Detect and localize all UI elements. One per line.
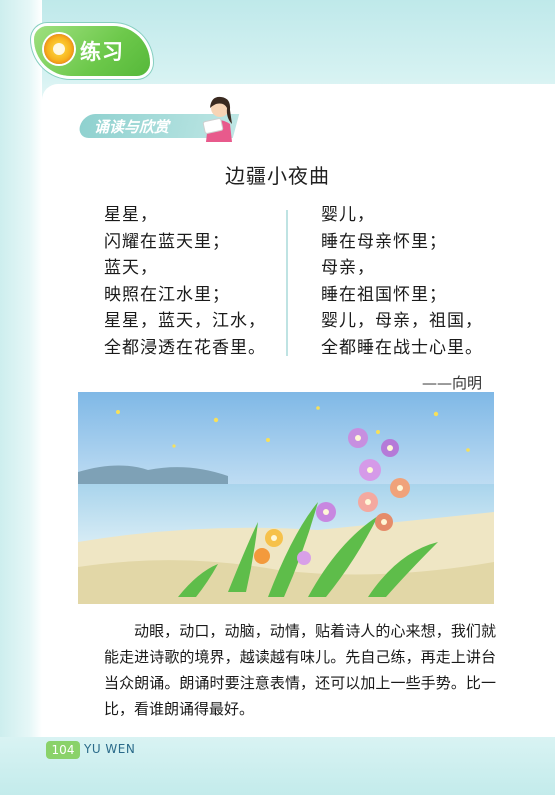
flower-icon [44,34,74,64]
poem-line: 星星， [104,205,158,225]
poem-stanza-left: 星星， 闪耀在蓝天里； 蓝天， 映照在江水里； 星星，蓝天，江水， 全都浸透在花… [104,202,266,361]
poem-line: 睡在母亲怀里； [321,231,447,252]
poem-line: 闪耀在蓝天里； [104,231,230,252]
poem-title: 边疆小夜曲 [225,164,330,188]
page-number: 104 [46,741,80,759]
poem-line: 全都浸透在花香里。 [104,337,266,358]
exercise-title: 练习 [80,40,124,64]
poem-line: 婴儿， [321,205,375,225]
page-footer-band [0,737,555,795]
reading-girl-icon [202,96,232,142]
reading-instructions: 动眼，动口，动脑，动情，贴着诗人的心来想，我们就能走进诗歌的境界，越读越有味儿。… [104,622,496,718]
poem-line: 母亲， [321,258,375,278]
page-background-left [0,0,42,760]
poem-line: 全都睡在战士心里。 [321,337,483,358]
poem-line: 睡在祖国怀里； [321,284,447,305]
night-landscape-illustration [78,392,494,604]
poem-author: ——向明 [422,374,483,392]
poem-line: 映照在江水里； [104,284,230,305]
poem-line: 婴儿，母亲，祖国， [321,311,483,331]
book-label: YU WEN [84,742,136,756]
poem-stanza-right: 婴儿， 睡在母亲怀里； 母亲， 睡在祖国怀里； 婴儿，母亲，祖国， 全都睡在战士… [321,202,483,361]
poem-line: 蓝天， [104,258,158,278]
poem-line: 星星，蓝天，江水， [104,311,266,331]
section-label: 诵读与欣赏 [94,118,170,136]
poem-divider [286,210,288,356]
